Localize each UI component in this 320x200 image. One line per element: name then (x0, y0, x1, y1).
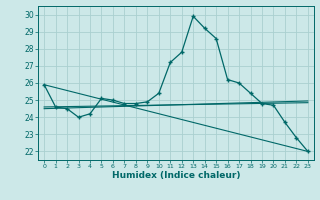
X-axis label: Humidex (Indice chaleur): Humidex (Indice chaleur) (112, 171, 240, 180)
